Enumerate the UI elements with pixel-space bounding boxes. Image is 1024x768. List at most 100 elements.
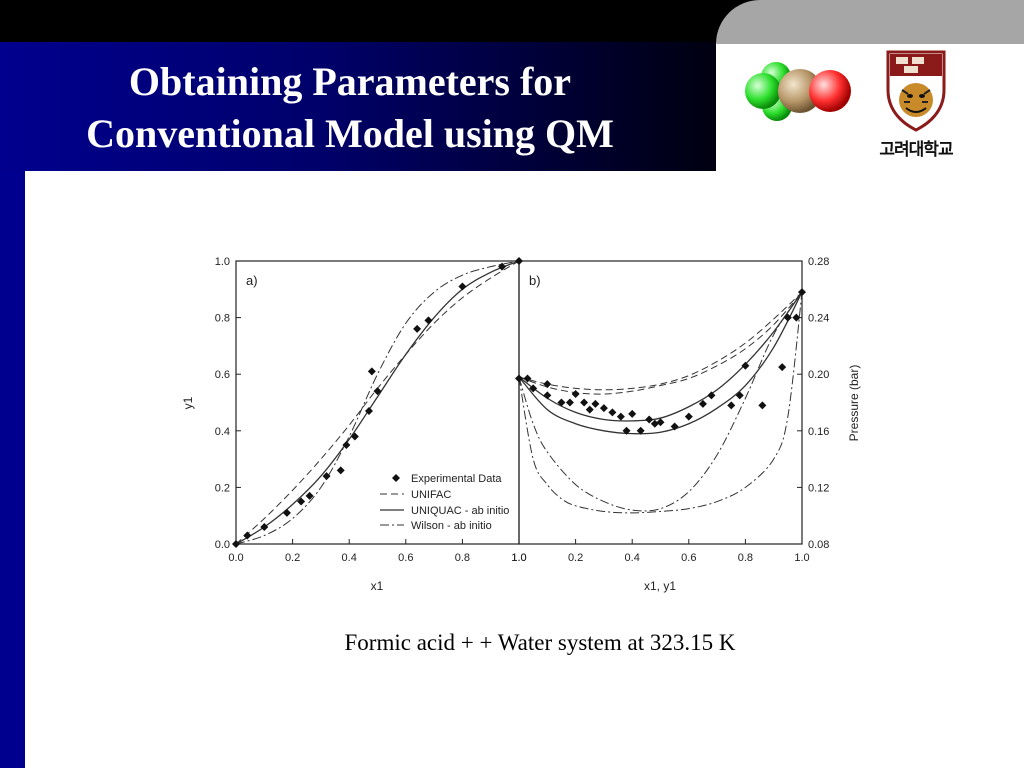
data-point: [322, 472, 331, 481]
data-point: [741, 361, 750, 370]
series-line: [518, 291, 803, 435]
data-point: [565, 398, 574, 407]
legend-label-unifac: UNIFAC: [411, 489, 451, 501]
figure-caption: Formic acid + + Water system at 323.15 K: [344, 630, 736, 655]
data-point: [243, 531, 252, 540]
data-point: [645, 415, 654, 424]
series-line: [235, 260, 520, 545]
university-shield-icon: [886, 50, 946, 132]
y-tick-label: 0.4: [215, 426, 230, 438]
x-tick-label: 0.8: [738, 552, 753, 564]
data-point: [498, 262, 507, 271]
series-line: [235, 260, 520, 545]
series-line: [518, 291, 803, 391]
data-point: [684, 412, 693, 421]
data-point: [585, 405, 594, 414]
data-point: [515, 374, 523, 383]
panel-b-ylabel: Pressure (bar): [847, 365, 861, 442]
data-point: [758, 401, 767, 410]
data-point: [350, 432, 359, 441]
data-point: [778, 363, 787, 372]
data-point: [523, 374, 532, 383]
y-tick-label: 0.2: [215, 482, 230, 494]
y-tick-label: 0.28: [808, 256, 829, 268]
data-point: [727, 401, 736, 410]
series-line: [235, 260, 520, 545]
x-tick-label: 1.0: [794, 552, 809, 564]
data-point: [798, 288, 806, 297]
data-point: [591, 399, 600, 408]
data-point: [515, 257, 523, 265]
y-tick-label: 0.08: [808, 539, 829, 551]
data-point: [373, 387, 382, 396]
data-point: [599, 404, 608, 413]
legend-marker-experimental: [392, 474, 400, 482]
data-point: [670, 422, 679, 431]
legend-label-uniquac: UNIQUAC - ab initio: [411, 505, 509, 517]
y-tick-label: 0.20: [808, 369, 829, 381]
slide-title: Obtaining Parameters for Conventional Mo…: [0, 56, 700, 160]
molecule-icon: [745, 62, 851, 121]
y-tick-label: 0.12: [808, 482, 829, 494]
data-point: [336, 466, 345, 475]
data-point: [656, 418, 665, 427]
data-point: [622, 426, 631, 435]
university-name: 고려대학교: [879, 140, 953, 160]
series-line: [518, 291, 803, 422]
x-tick-label: 0.8: [455, 552, 470, 564]
panel-b-frame: [518, 260, 803, 545]
data-point: [543, 391, 552, 400]
data-point: [557, 398, 566, 407]
data-point: [636, 426, 645, 435]
data-point: [260, 523, 269, 532]
x-tick-label: 1.0: [511, 552, 526, 564]
data-point: [365, 406, 374, 415]
legend-label-experimental: Experimental Data: [411, 473, 502, 485]
series-line: [518, 291, 803, 395]
data-point: [707, 391, 716, 400]
y-tick-label: 1.0: [215, 256, 230, 268]
data-point: [232, 540, 240, 548]
panel-a-xlabel: x1: [371, 579, 384, 593]
legend-label-wilson: Wilson - ab initio: [411, 520, 492, 532]
x-tick-label: 0.2: [568, 552, 583, 564]
data-point: [783, 313, 792, 322]
y-tick-label: 0.0: [215, 539, 230, 551]
y-tick-label: 0.16: [808, 426, 829, 438]
data-point: [628, 409, 637, 418]
title-band: [0, 42, 716, 171]
panel-a-label: a): [246, 273, 258, 288]
data-point: [367, 367, 376, 376]
logo-area: [716, 44, 1024, 171]
x-tick-label: 0.2: [285, 552, 300, 564]
panel-a-frame: [235, 260, 520, 545]
y-tick-label: 0.24: [808, 313, 829, 325]
data-point: [735, 391, 744, 400]
data-point: [424, 316, 433, 325]
title-line-2: Conventional Model using QM: [86, 111, 614, 156]
panel-a-ylabel: y1: [181, 396, 195, 409]
x-tick-label: 0.4: [342, 552, 357, 564]
header-tab: [716, 0, 1024, 44]
x-tick-label: 0.6: [398, 552, 413, 564]
data-point: [543, 380, 552, 389]
data-point: [342, 440, 351, 449]
series-line: [518, 292, 803, 514]
data-point: [305, 491, 314, 500]
data-point: [650, 419, 659, 428]
panel-b-label: b): [529, 273, 541, 288]
x-tick-label: 1.0: [511, 552, 526, 564]
data-point: [580, 398, 589, 407]
x-tick-label: 0.6: [681, 552, 696, 564]
x-tick-label: 0.0: [228, 552, 243, 564]
series-line: [518, 291, 803, 512]
panel-b-xlabel: x1, y1: [644, 579, 676, 593]
data-point: [698, 399, 707, 408]
legend: Experimental Data UNIFAC UNIQUAC - ab in…: [380, 473, 509, 532]
data-point: [458, 282, 467, 291]
data-point: [529, 384, 538, 393]
data-point: [608, 408, 617, 417]
data-point: [297, 497, 306, 506]
data-point: [792, 313, 801, 322]
data-point: [282, 508, 291, 517]
